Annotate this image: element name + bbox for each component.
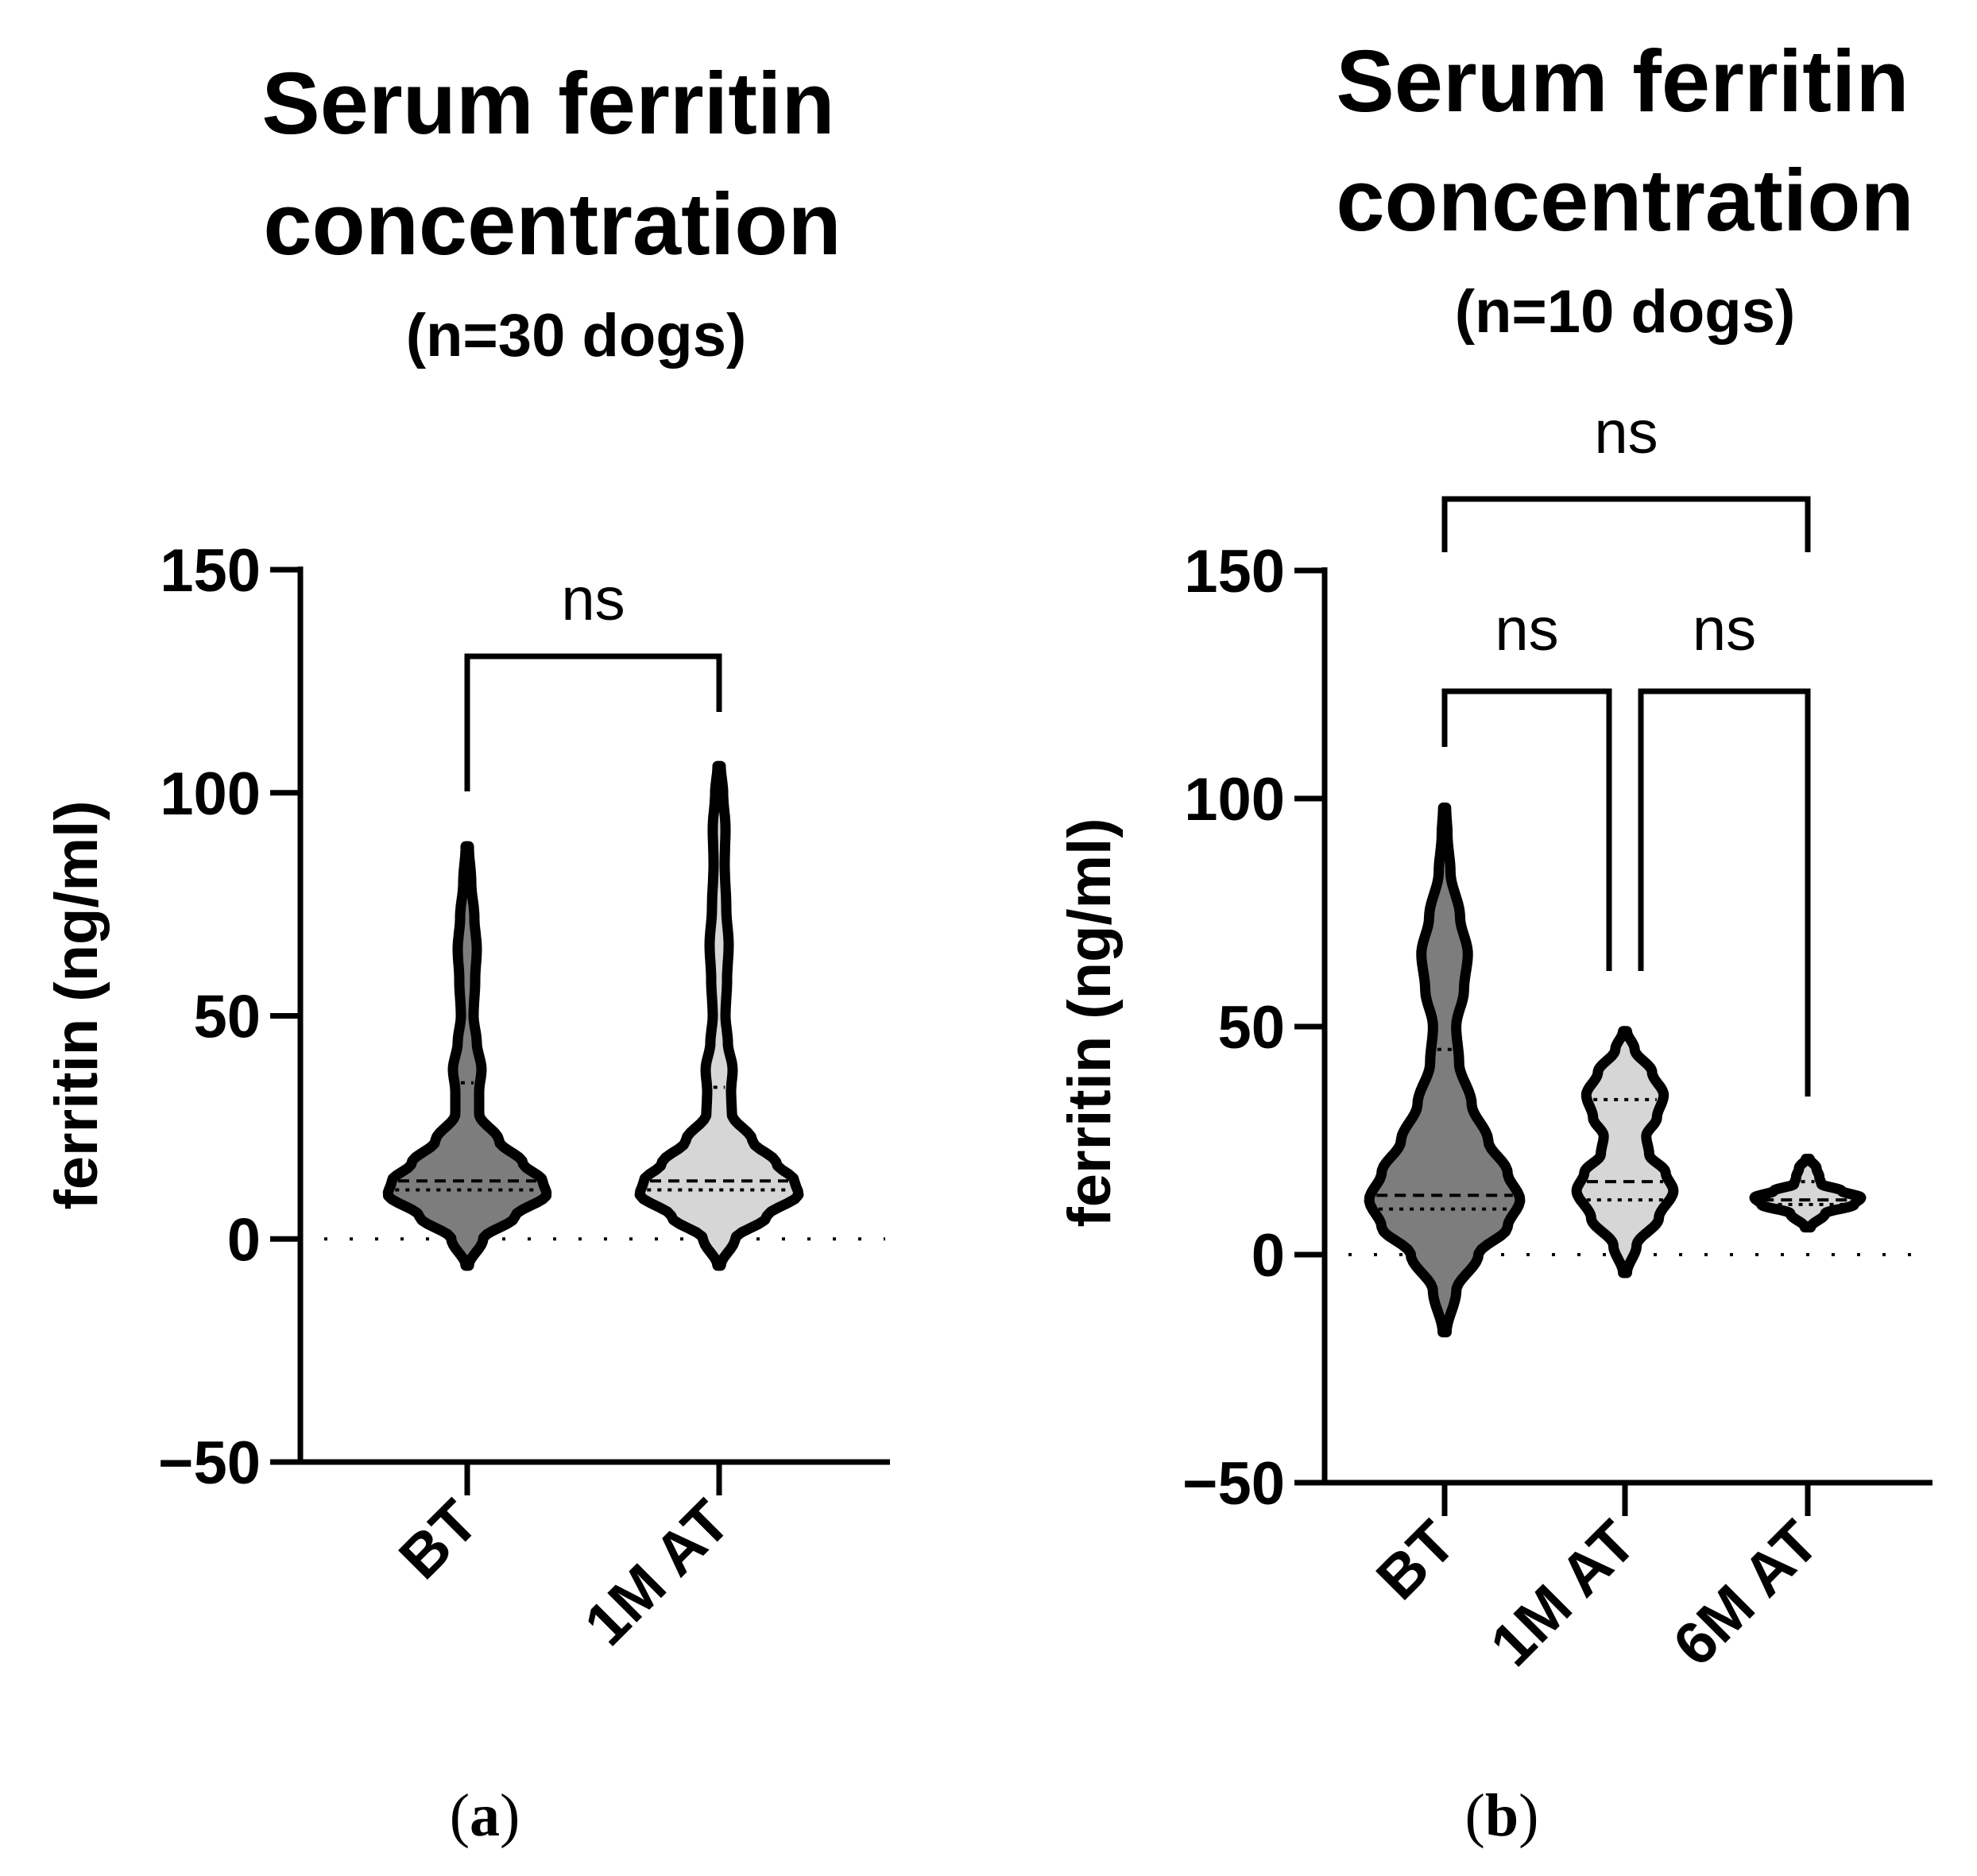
panel-a-y-tick-label: 150 [160, 537, 261, 605]
panel-b-significance-label: ns [1495, 596, 1558, 663]
panel-a-category-label: 1M AT [572, 1487, 743, 1658]
panel-a-category-label: BT [386, 1487, 491, 1592]
panel-b-y-tick-label: 150 [1184, 538, 1285, 605]
panel-b-y-tick-label: 100 [1184, 766, 1285, 834]
panel-b: Serum ferritin concentration (n=10 dogs)… [1056, 33, 1933, 1849]
panel-a-violin-1m-at [634, 760, 804, 1271]
panel-b-plot-area: −50 0 50 100 150 BT 1M AT 6M AT ns ns ns [1182, 399, 1933, 1679]
panel-b-category-label: 6M AT [1661, 1508, 1832, 1679]
panel-a-title-line-1: Serum ferritin [261, 55, 834, 153]
panel-a-y-tick-label: 100 [160, 760, 261, 828]
panel-a-violin-bt [382, 841, 552, 1271]
panel-b-y-tick-label: 0 [1252, 1222, 1285, 1290]
panel-b-y-tick-label: −50 [1182, 1450, 1285, 1518]
panel-b-y-tick-label: 50 [1217, 994, 1285, 1062]
panel-a-y-tick-label: 50 [193, 984, 261, 1051]
panel-a: Serum ferritin concentration (n=30 dogs)… [43, 55, 890, 1849]
panel-b-violin-6m-at [1749, 1154, 1867, 1233]
panel-a-y-axis-label: ferritin (ng/ml) [43, 800, 110, 1209]
panel-b-significance-bracket [1638, 688, 1811, 1097]
panel-b-significance-label: ns [1594, 399, 1658, 466]
panel-b-title-line-3: (n=10 dogs) [1455, 278, 1796, 346]
panel-b-y-axis-label: ferritin (ng/ml) [1056, 818, 1124, 1227]
panel-b-significance-bracket [1441, 688, 1612, 971]
panel-a-label: (a) [450, 1782, 520, 1849]
panel-a-title-line-3: (n=30 dogs) [406, 302, 747, 369]
panel-a-significance-label: ns [561, 566, 625, 633]
panel-a-y-tick-label: −50 [158, 1429, 261, 1497]
panel-b-label: (b) [1465, 1782, 1539, 1849]
panel-b-violin-1m-at [1571, 1026, 1679, 1278]
panel-b-title-line-1: Serum ferritin [1336, 33, 1909, 130]
panel-a-y-tick-label: 0 [227, 1206, 261, 1274]
panel-b-significance-label: ns [1693, 596, 1756, 663]
panel-a-plot-area: −50 0 50 100 150 BT 1M AT ns [158, 537, 890, 1658]
panel-a-significance-bracket [464, 653, 722, 791]
panel-b-category-label: 1M AT [1478, 1508, 1649, 1679]
panel-b-violin-bt [1364, 803, 1526, 1338]
panel-b-category-label: BT [1364, 1508, 1468, 1613]
panel-b-title-line-2: concentration [1336, 152, 1913, 249]
panel-a-title-line-2: concentration [263, 176, 841, 273]
panel-b-significance-bracket [1441, 496, 1811, 552]
